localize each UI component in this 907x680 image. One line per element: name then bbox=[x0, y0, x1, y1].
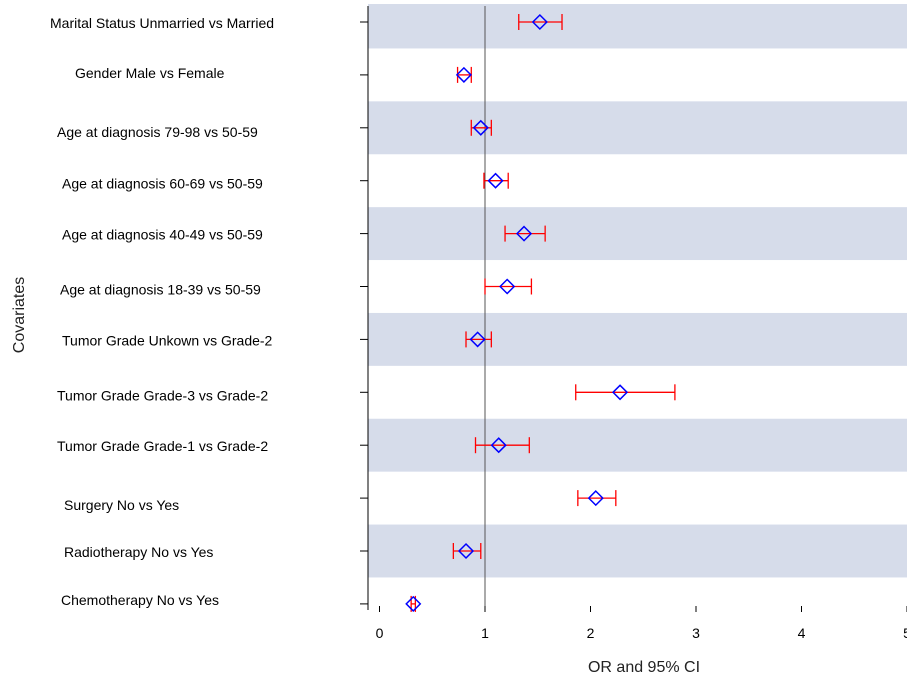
or-marker bbox=[531, 13, 548, 31]
or-marker bbox=[405, 595, 422, 612]
covariate-label: Tumor Grade Unkown vs Grade-2 bbox=[62, 332, 273, 348]
covariate-label: Gender Male vs Female bbox=[75, 65, 225, 81]
row-band bbox=[368, 4, 907, 49]
x-tick-label: 1 bbox=[481, 625, 489, 641]
covariate-label: Age at diagnosis 18-39 vs 50-59 bbox=[60, 282, 261, 298]
y-axis-title: Covariates bbox=[11, 277, 28, 353]
x-tick-labels: 0 1 2 3 4 5 bbox=[376, 625, 907, 641]
x-tick-label: 4 bbox=[798, 625, 806, 641]
or-marker bbox=[515, 225, 533, 242]
covariate-label: Age at diagnosis 40-49 vs 50-59 bbox=[62, 227, 263, 243]
row-band bbox=[368, 207, 907, 261]
x-tick-label: 2 bbox=[587, 625, 595, 641]
or-marker bbox=[499, 278, 516, 295]
or-marker bbox=[472, 119, 489, 136]
or-marker bbox=[587, 490, 604, 507]
covariate-labels: Marital Status Unmarried vs Married Gende… bbox=[50, 15, 274, 608]
x-axis-title: OR and 95% CI bbox=[588, 659, 700, 676]
or-marker bbox=[457, 542, 475, 560]
axes bbox=[360, 6, 907, 612]
covariate-label: Chemotherapy No vs Yes bbox=[61, 592, 219, 608]
covariate-label: Tumor Grade Grade-3 vs Grade-2 bbox=[57, 387, 268, 403]
or-marker bbox=[490, 437, 507, 454]
or-marker bbox=[611, 384, 629, 401]
row-band bbox=[368, 312, 907, 366]
covariate-label: Marital Status Unmarried vs Married bbox=[50, 15, 274, 31]
covariate-label: Radiotherapy No vs Yes bbox=[64, 544, 213, 560]
row-band bbox=[368, 524, 907, 578]
or-marker bbox=[455, 66, 472, 83]
covariate-label: Surgery No vs Yes bbox=[64, 497, 179, 513]
covariate-label: Age at diagnosis 60-69 vs 50-59 bbox=[62, 176, 263, 192]
row-bands bbox=[368, 4, 907, 578]
x-tick-label: 3 bbox=[692, 625, 700, 641]
odds-ratio-markers bbox=[405, 13, 629, 612]
covariate-label: Tumor Grade Grade-1 vs Grade-2 bbox=[57, 438, 268, 454]
or-marker bbox=[469, 331, 486, 348]
covariate-label: Age at diagnosis 79-98 vs 50-59 bbox=[57, 124, 258, 140]
x-tick-label: 5 bbox=[903, 625, 907, 641]
row-band bbox=[368, 418, 907, 472]
or-marker bbox=[487, 172, 504, 189]
row-band bbox=[368, 101, 907, 155]
x-tick-label: 0 bbox=[376, 625, 384, 641]
